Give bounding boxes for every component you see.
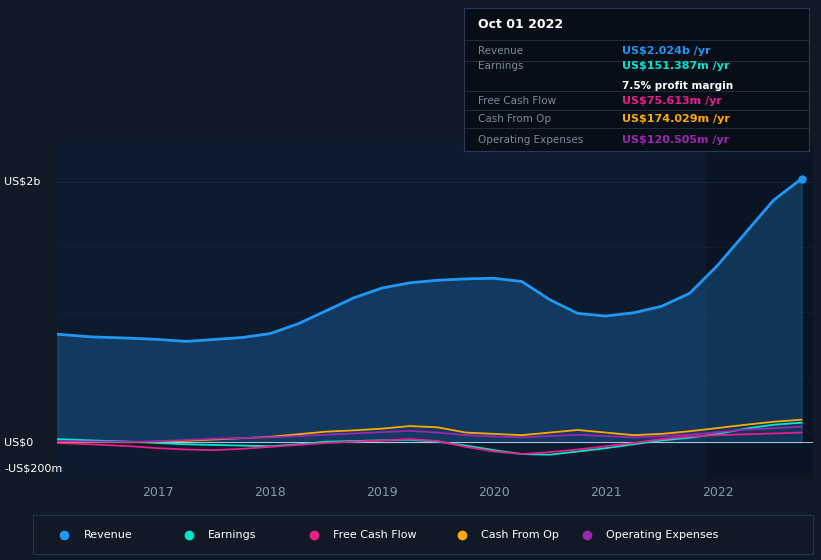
Text: Earnings: Earnings: [478, 61, 523, 71]
Text: -US$200m: -US$200m: [4, 463, 62, 473]
Text: Operating Expenses: Operating Expenses: [478, 135, 583, 145]
Text: Earnings: Earnings: [209, 530, 257, 540]
Text: Free Cash Flow: Free Cash Flow: [333, 530, 417, 540]
Text: US$174.029m /yr: US$174.029m /yr: [622, 114, 731, 124]
Text: Revenue: Revenue: [84, 530, 132, 540]
Text: Free Cash Flow: Free Cash Flow: [478, 96, 556, 105]
Text: Cash From Op: Cash From Op: [481, 530, 559, 540]
Text: Revenue: Revenue: [478, 45, 523, 55]
Text: US$120.505m /yr: US$120.505m /yr: [622, 135, 730, 145]
Text: US$0: US$0: [4, 437, 34, 447]
Text: US$151.387m /yr: US$151.387m /yr: [622, 61, 730, 71]
Text: Operating Expenses: Operating Expenses: [606, 530, 718, 540]
Text: Oct 01 2022: Oct 01 2022: [478, 18, 562, 31]
Text: 7.5% profit margin: 7.5% profit margin: [622, 81, 734, 91]
Text: US$75.613m /yr: US$75.613m /yr: [622, 96, 722, 105]
Text: US$2.024b /yr: US$2.024b /yr: [622, 45, 711, 55]
Bar: [707, 143, 821, 479]
Text: US$2b: US$2b: [4, 177, 40, 187]
Text: Cash From Op: Cash From Op: [478, 114, 551, 124]
